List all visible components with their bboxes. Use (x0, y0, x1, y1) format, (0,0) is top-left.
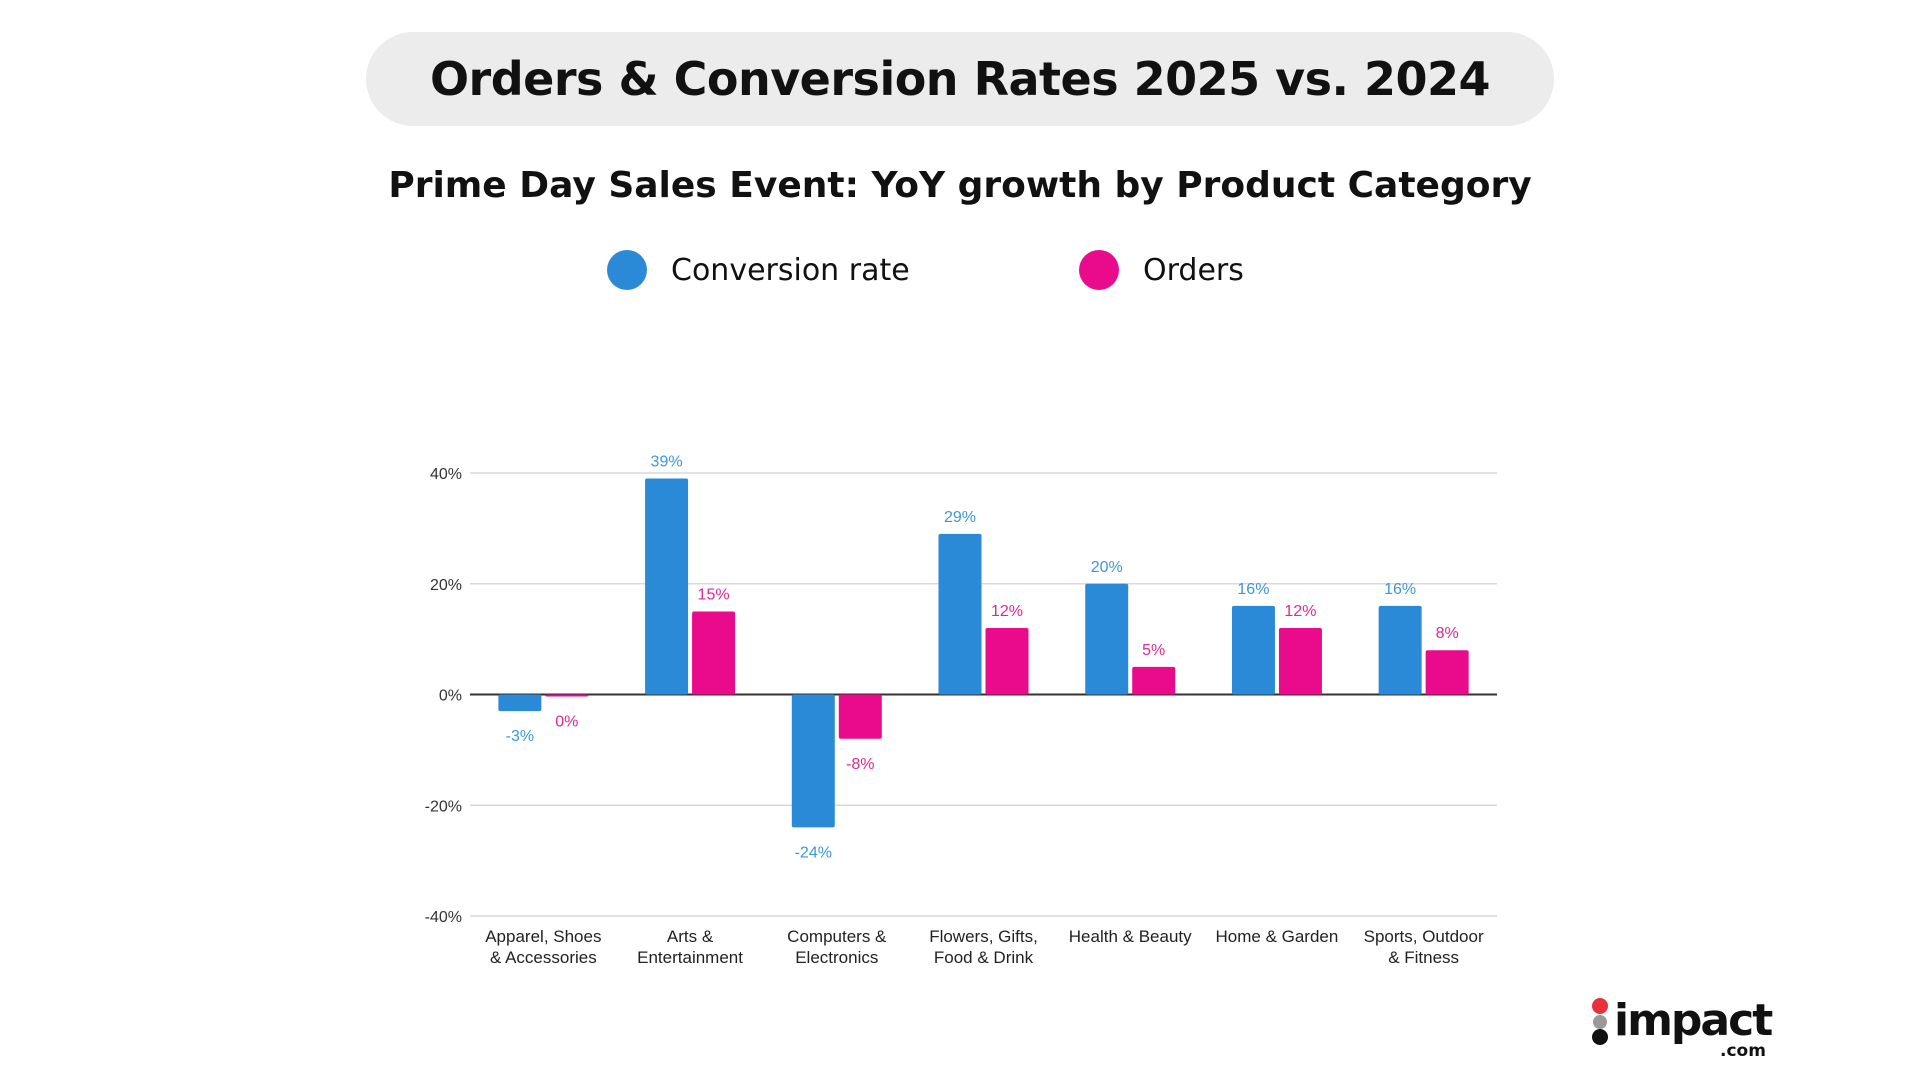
y-tick-label: -20% (425, 798, 462, 815)
data-label: 0% (555, 714, 578, 731)
bar-conversion-rate (791, 694, 835, 828)
data-label: -8% (846, 756, 874, 773)
data-label: 12% (1284, 603, 1316, 620)
legend-swatch-orders (1079, 250, 1119, 290)
bar-orders (985, 628, 1029, 695)
x-tick-label: Home & Garden (1216, 927, 1339, 946)
page-title: Orders & Conversion Rates 2025 vs. 2024 (429, 52, 1491, 106)
bar-conversion-rate (498, 694, 542, 712)
data-label: -24% (795, 844, 832, 861)
bar-orders (545, 694, 589, 697)
legend-label-conversion-rate: Conversion rate (671, 252, 910, 288)
data-label: -3% (506, 728, 534, 745)
logo-suffix: .com (1720, 1041, 1766, 1061)
x-tick-label: & Accessories (490, 948, 597, 967)
bar-orders (838, 694, 882, 739)
legend-label-orders: Orders (1143, 252, 1244, 288)
legend-swatch-conversion-rate (607, 250, 647, 290)
x-tick-label: Arts & (667, 927, 714, 946)
y-tick-label: 20% (430, 577, 462, 594)
logo-dots-icon (1592, 998, 1608, 1045)
x-tick-label: Flowers, Gifts, (929, 927, 1038, 946)
bar-orders (1278, 628, 1322, 695)
x-tick-label: Entertainment (637, 948, 743, 967)
bar-conversion-rate (645, 478, 689, 695)
chart-title: Prime Day Sales Event: YoY growth by Pro… (388, 165, 1532, 206)
y-tick-label: 0% (439, 688, 462, 705)
x-tick-label: Sports, Outdoor (1364, 927, 1484, 946)
data-label: 29% (944, 509, 976, 526)
data-label: 20% (1091, 559, 1123, 576)
data-label: 16% (1237, 581, 1269, 598)
data-label: 12% (991, 603, 1023, 620)
legend-item-orders: Orders (1079, 250, 1244, 290)
data-label: 16% (1384, 581, 1416, 598)
x-tick-label: & Fitness (1388, 948, 1459, 967)
bar-orders (692, 611, 736, 695)
data-label: 39% (651, 454, 683, 471)
y-tick-label: -40% (425, 909, 462, 926)
data-label: 15% (698, 586, 730, 603)
y-tick-label: 40% (430, 466, 462, 483)
data-label: 8% (1436, 625, 1459, 642)
data-label: 5% (1142, 642, 1165, 659)
bar-orders (1132, 666, 1176, 695)
x-tick-label: Food & Drink (934, 948, 1034, 967)
logo-text: impact (1614, 995, 1773, 1046)
bar-orders (1425, 650, 1469, 695)
x-tick-label: Apparel, Shoes (485, 927, 601, 946)
bar-conversion-rate (1231, 605, 1275, 695)
x-tick-label: Electronics (795, 948, 878, 967)
bar-conversion-rate (1378, 605, 1422, 695)
x-tick-label: Computers & (787, 927, 887, 946)
legend-item-conversion-rate: Conversion rate (607, 250, 910, 290)
bar-conversion-rate (938, 533, 982, 695)
title-banner: Orders & Conversion Rates 2025 vs. 2024 (366, 32, 1554, 126)
bar-conversion-rate (1085, 583, 1129, 695)
x-tick-label: Health & Beauty (1069, 927, 1192, 946)
